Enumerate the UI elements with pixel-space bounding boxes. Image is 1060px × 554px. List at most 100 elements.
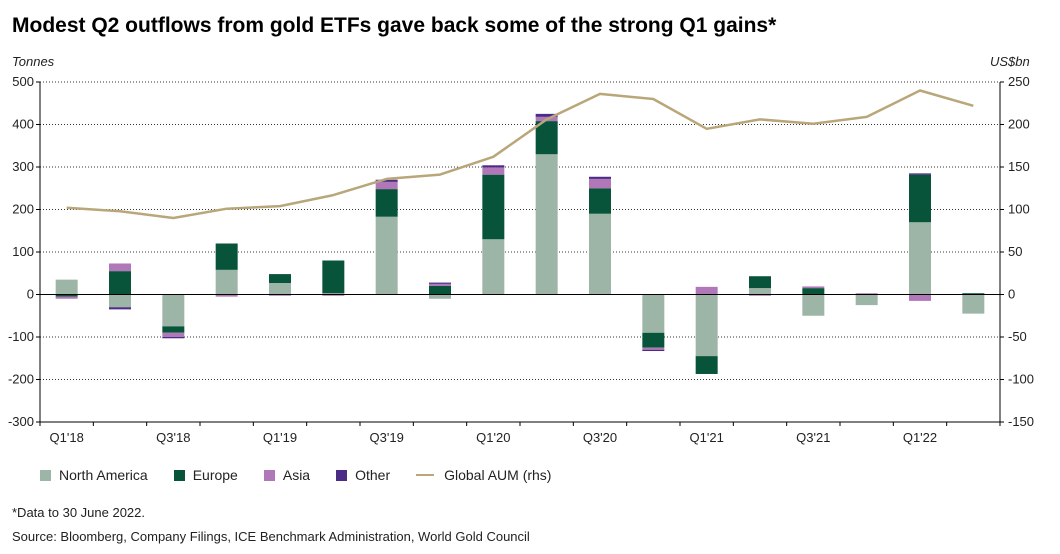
bar-europe <box>642 332 665 348</box>
y-tick-label: 200 <box>12 202 34 217</box>
bar-asia <box>55 296 78 299</box>
bar-europe <box>55 294 78 297</box>
bar-europe <box>535 121 558 155</box>
bar-europe <box>215 243 238 270</box>
bar-asia <box>482 167 505 175</box>
bar-asia <box>162 332 185 337</box>
bar-north-america <box>109 294 131 308</box>
bar-other <box>375 179 398 182</box>
y-tick-label: -100 <box>8 329 34 344</box>
bar-north-america <box>482 239 505 295</box>
bar-north-america <box>55 279 78 295</box>
y2-tick-label: -150 <box>1008 414 1034 429</box>
chart-title: Modest Q2 outflows from gold ETFs gave b… <box>12 14 777 37</box>
bar-north-america <box>909 222 931 295</box>
x-tick-label: Q1'21 <box>690 430 724 445</box>
x-tick-label: Q1'19 <box>263 430 297 445</box>
x-tick-label: Q3'19 <box>370 430 404 445</box>
bar-other <box>109 307 131 310</box>
y-tick-label: -200 <box>8 372 34 387</box>
bar-europe <box>482 174 505 240</box>
bar-other <box>162 337 185 339</box>
stacked-bar-chart: -300 -200 -100 0 100 200 300 400 500 -150 -100 -50 0… <box>8 74 1034 445</box>
bar-north-america <box>162 294 185 327</box>
bar-north-america <box>589 213 611 295</box>
y2-tick-label: 50 <box>1008 244 1022 259</box>
legend-label-global-aum: Global AUM (rhs) <box>444 467 552 483</box>
bar-north-america <box>642 294 665 333</box>
y-tick-label: 300 <box>12 159 34 174</box>
bar-north-america <box>215 269 238 295</box>
bar-other <box>482 165 505 168</box>
bar-other <box>429 282 451 284</box>
bar-europe <box>802 288 825 295</box>
legend-item-other: Other <box>336 467 390 483</box>
legend-label-north-america: North America <box>59 467 148 483</box>
legend-swatch-asia <box>263 469 275 481</box>
bar-asia <box>589 178 611 189</box>
bar-asia <box>855 293 878 295</box>
bar-other <box>642 349 665 352</box>
bar-europe <box>269 274 291 284</box>
bar-asia <box>215 294 238 297</box>
y-tick-label: 400 <box>12 117 34 132</box>
footnote: *Data to 30 June 2022. <box>12 505 145 520</box>
chart-legend: North America Europe Asia Other Global A… <box>40 467 577 483</box>
legend-item-europe: Europe <box>173 467 238 483</box>
legend-label-asia: Asia <box>282 467 311 483</box>
y-tick-label: -300 <box>8 414 34 429</box>
legend-swatch-north-america <box>40 469 51 481</box>
legend-item-north-america: North America <box>40 467 148 483</box>
bar-north-america <box>429 294 451 299</box>
x-tick-label: Q3'21 <box>796 430 830 445</box>
bar-asia <box>642 347 665 350</box>
bar-north-america <box>322 293 345 295</box>
y2-tick-label: -50 <box>1008 329 1027 344</box>
y2-tick-label: -100 <box>1008 372 1034 387</box>
y-tick-label: 100 <box>12 244 34 259</box>
bar-asia <box>269 294 291 296</box>
y2-axis-unit: US$bn <box>990 54 1030 69</box>
bar-europe <box>589 188 611 214</box>
bar-asia <box>429 283 451 286</box>
bar-asia <box>322 294 345 296</box>
bar-europe <box>909 174 931 223</box>
bar-north-america <box>375 216 398 295</box>
bar-asia <box>109 263 131 272</box>
bar-north-america <box>695 294 718 357</box>
bar-north-america <box>855 294 878 306</box>
bar-north-america <box>535 154 558 295</box>
bar-europe <box>749 276 771 289</box>
legend-item-asia: Asia <box>263 467 311 483</box>
bar-north-america <box>962 294 985 314</box>
source-note: Source: Bloomberg, Company Filings, ICE … <box>12 529 530 544</box>
bar-europe <box>695 356 718 374</box>
legend-label-other: Other <box>355 467 391 483</box>
bar-north-america <box>269 283 291 295</box>
x-tick-label: Q1'22 <box>903 430 937 445</box>
bar-europe <box>162 326 185 333</box>
bar-europe <box>375 189 398 217</box>
bar-asia <box>375 181 398 190</box>
bar-asia <box>749 294 771 296</box>
bar-europe <box>429 286 451 295</box>
y-tick-label: 500 <box>12 74 34 89</box>
x-tick-label: Q1'18 <box>50 430 84 445</box>
legend-swatch-other <box>336 469 348 481</box>
global-aum-line <box>66 89 974 220</box>
x-tick-label: Q3'20 <box>583 430 617 445</box>
y-tick-label: 0 <box>27 287 34 302</box>
bar-other <box>589 176 611 179</box>
legend-swatch-global-aum <box>416 474 435 476</box>
bar-europe <box>109 271 131 295</box>
y2-tick-label: 100 <box>1008 202 1030 217</box>
bar-other <box>535 113 558 117</box>
y2-tick-label: 150 <box>1008 159 1030 174</box>
legend-label-europe: Europe <box>192 467 238 483</box>
y2-tick-label: 0 <box>1008 287 1015 302</box>
bar-europe <box>962 293 985 295</box>
y2-tick-label: 250 <box>1008 74 1030 89</box>
legend-swatch-europe <box>173 469 185 481</box>
bar-europe <box>322 260 345 294</box>
bar-north-america <box>802 294 825 316</box>
